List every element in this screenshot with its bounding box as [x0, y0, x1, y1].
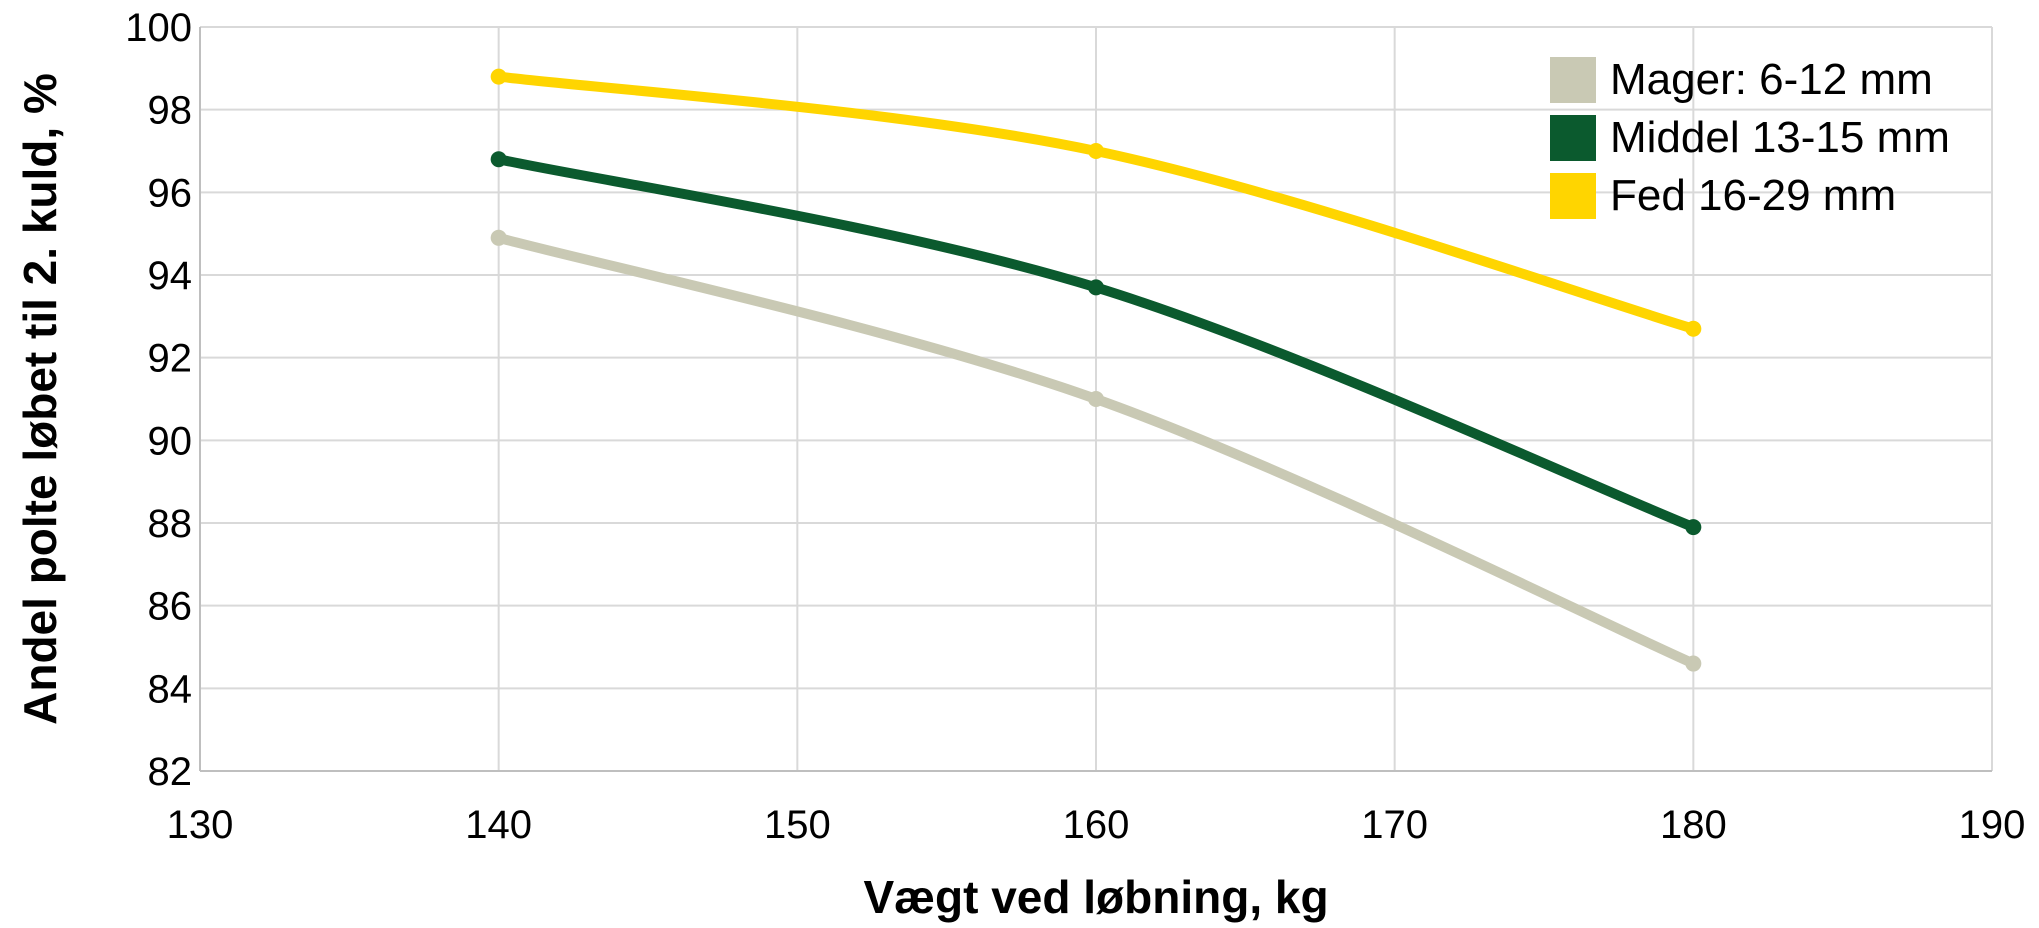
- data-point: [1685, 320, 1702, 337]
- data-point: [490, 229, 507, 246]
- data-point: [1088, 143, 1104, 159]
- y-tick-label: 84: [148, 667, 193, 711]
- legend-swatch: [1550, 57, 1596, 103]
- y-tick-label: 82: [148, 750, 193, 794]
- data-point: [1088, 391, 1104, 407]
- legend-swatch: [1550, 173, 1596, 219]
- x-tick-label: 170: [1361, 803, 1428, 847]
- data-point: [490, 68, 507, 85]
- axes: [199, 27, 1992, 772]
- data-point: [1685, 519, 1702, 536]
- y-tick-label: 96: [148, 171, 193, 215]
- y-tick-label: 92: [148, 337, 193, 381]
- y-axis-title: Andel polte løbet til 2. kuld, %: [14, 73, 66, 725]
- legend-label: Mager: 6-12 mm: [1610, 55, 1933, 104]
- tick-labels: 82 84 86 88 90 92 94 96 98 100 130 140 150 160 170 180 1…: [125, 6, 2025, 847]
- y-tick-label: 86: [148, 585, 193, 629]
- data-points: [490, 68, 1702, 672]
- x-tick-label: 160: [1063, 803, 1130, 847]
- x-tick-label: 150: [764, 803, 831, 847]
- x-tick-label: 180: [1660, 803, 1727, 847]
- data-point: [490, 151, 507, 168]
- legend-swatch: [1550, 115, 1596, 161]
- y-tick-label: 98: [148, 89, 193, 133]
- y-tick-label: 88: [148, 502, 193, 546]
- legend: Mager: 6-12 mm Middel 13-15 mm Fed 16-29 m…: [1550, 55, 1950, 220]
- y-tick-label: 94: [148, 254, 193, 298]
- x-axis-title: Vægt ved løbning, kg: [863, 871, 1328, 923]
- legend-label: Middel 13-15 mm: [1610, 113, 1950, 162]
- data-point: [1088, 279, 1104, 296]
- x-tick-label: 190: [1959, 803, 2026, 847]
- y-tick-label: 90: [148, 419, 193, 463]
- data-point: [1685, 655, 1702, 672]
- y-tick-label: 100: [125, 6, 192, 50]
- x-tick-label: 140: [465, 803, 532, 847]
- x-tick-label: 130: [167, 803, 234, 847]
- legend-label: Fed 16-29 mm: [1610, 171, 1896, 220]
